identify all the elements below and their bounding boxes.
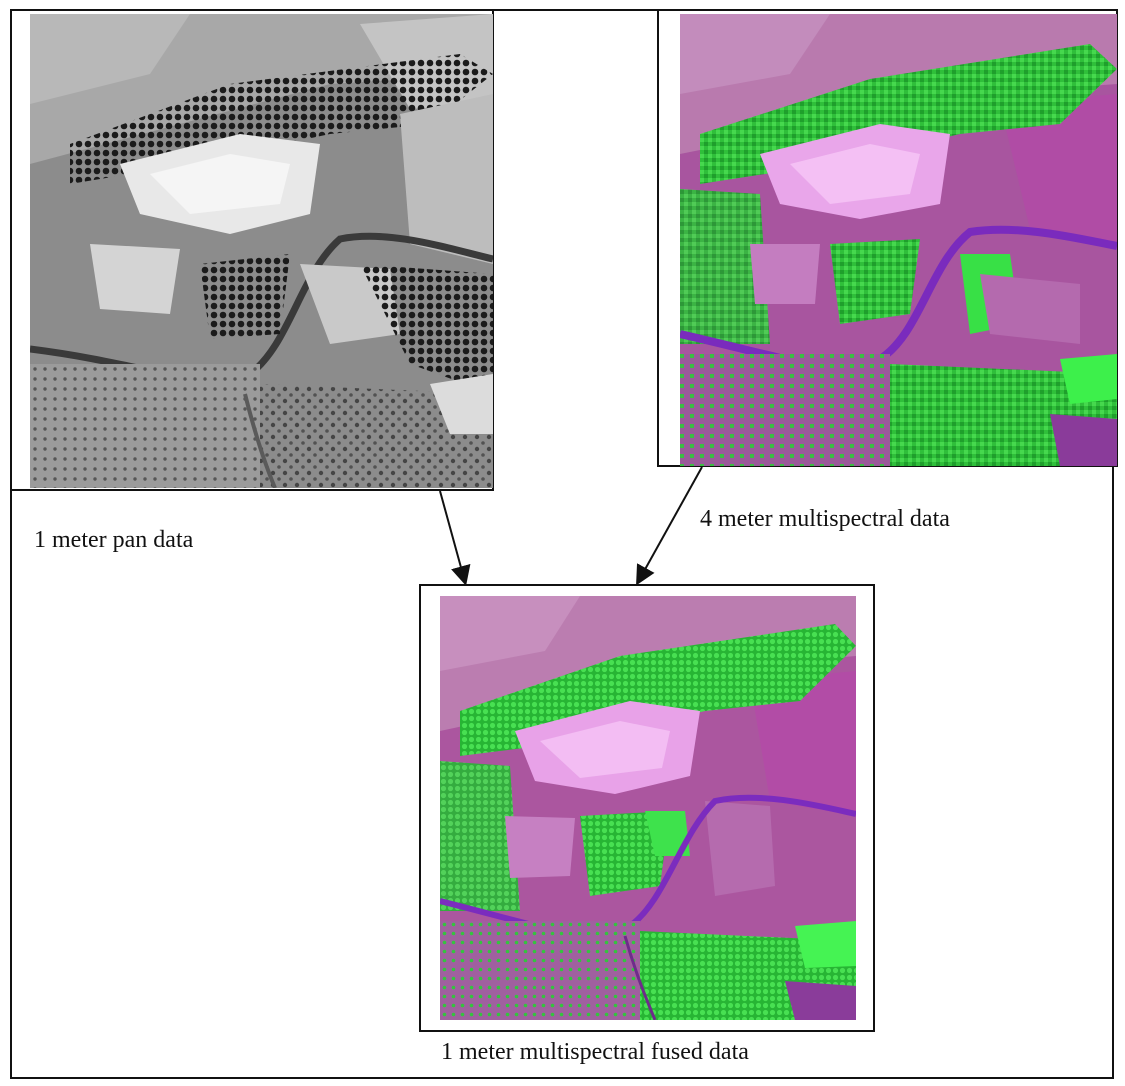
figure-frame [10,9,1114,1079]
pan-caption: 1 meter pan data [34,527,194,553]
multispectral-satellite-image [680,14,1117,466]
fused-satellite-image [440,596,856,1020]
multispectral-caption: 4 meter multispectral data [700,506,950,532]
fused-caption: 1 meter multispectral fused data [441,1039,749,1065]
pan-satellite-image [30,14,493,488]
